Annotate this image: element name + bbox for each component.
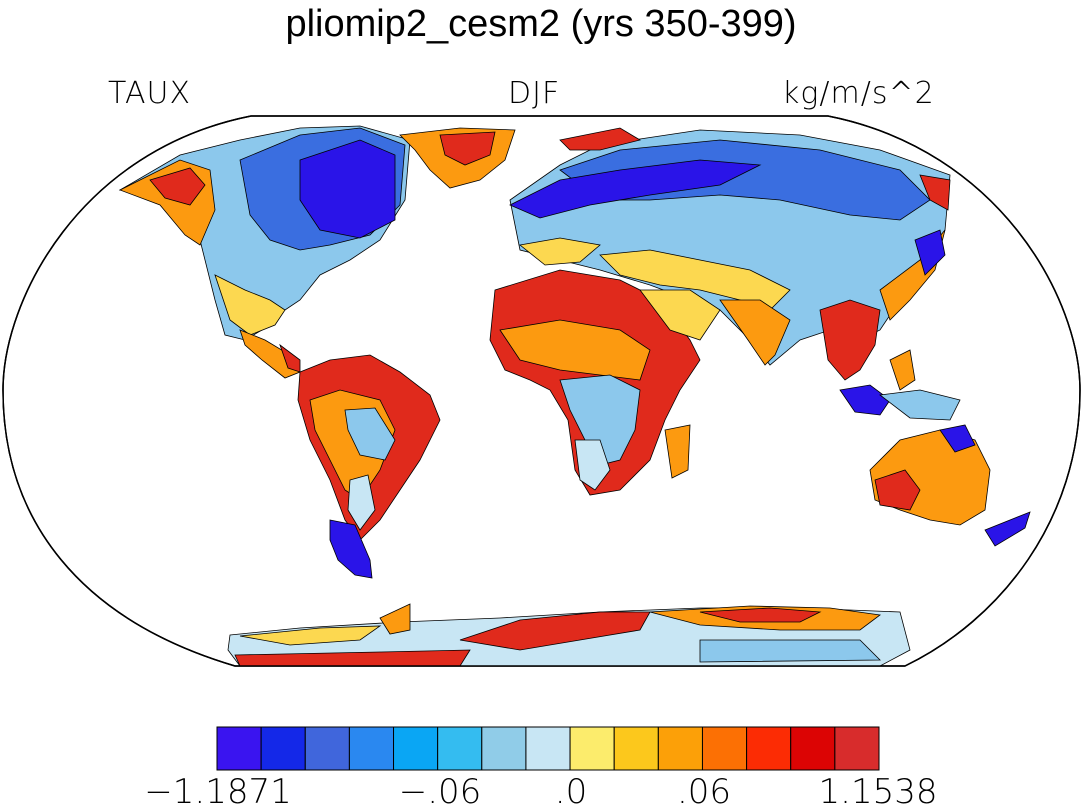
land-patch-weak-negative <box>699 639 881 663</box>
colorbar-label-min: −1.1871 <box>144 772 292 812</box>
colorbar-label-neg: −.06 <box>398 772 482 812</box>
land-patch-positive <box>239 329 301 379</box>
land-patch-strong-negative <box>984 511 1031 547</box>
land-patch-strong-positive <box>699 607 822 623</box>
land-patch-near-zero <box>347 474 376 531</box>
land-patch-positive <box>379 603 411 635</box>
land-patch-strong-negative <box>509 159 762 219</box>
land-patch-weak-positive <box>214 274 286 336</box>
land-patch-strong-negative <box>939 424 976 453</box>
land-patch-negative <box>559 139 931 221</box>
colorbar-swatch <box>613 726 659 771</box>
land-patch-positive <box>889 349 916 391</box>
land-patch-strong-positive <box>919 174 951 211</box>
colorbar-swatch <box>348 726 395 771</box>
land-patch-strong-positive <box>559 127 642 151</box>
australia-region <box>869 424 1031 547</box>
season-label: DJF <box>508 76 561 111</box>
north-america-region <box>118 125 411 379</box>
land-patch-positive <box>664 424 691 479</box>
plot-title: pliomip2_cesm2 (yrs 350-399) <box>285 3 797 45</box>
colorbar-swatch <box>701 726 748 771</box>
units-label: kg/m/s^2 <box>782 76 935 111</box>
colorbar-swatch <box>746 726 792 771</box>
land-patch-strong-negative <box>329 519 373 579</box>
variable-label: TAUX <box>108 76 192 111</box>
land-patch-strong-positive <box>459 611 651 651</box>
land-patch-weak-negative <box>344 407 396 461</box>
land-patch-positive <box>499 319 651 381</box>
land-patch-positive <box>719 299 791 366</box>
greenland-region <box>399 127 516 189</box>
colorbar-swatch <box>216 726 262 771</box>
eurasia-region <box>509 127 951 381</box>
antarctica-region <box>227 603 911 666</box>
land-patch-strong-positive <box>874 469 921 511</box>
land-patch-weak-negative <box>878 389 961 421</box>
land-patch-strong-negative <box>299 139 396 239</box>
land-patch-weak-positive <box>239 625 382 646</box>
land-patch-strong-negative <box>839 384 891 416</box>
land-patch-strong-negative <box>914 229 946 276</box>
south-america-region <box>297 354 441 579</box>
colorbar-swatch <box>304 726 350 771</box>
colorbar-swatch <box>393 726 439 771</box>
colorbar-label-max: 1.1538 <box>818 772 938 812</box>
colorbar-label-pos: .06 <box>676 772 732 812</box>
colorbar-swatch <box>525 726 571 771</box>
colorbar-swatch <box>790 726 836 771</box>
africa-region <box>489 269 721 496</box>
land-patch-strong-positive <box>439 131 496 166</box>
land-patch-strong-positive <box>149 167 206 206</box>
colorbar-swatch <box>260 726 306 771</box>
land-patch-strong-positive <box>234 649 471 666</box>
land-patch-strong-positive <box>819 299 881 381</box>
colorbar-swatch <box>569 726 615 771</box>
land-patch-weak-negative <box>559 374 641 466</box>
colorbar-swatch <box>481 726 527 771</box>
land-patch-weak-positive <box>639 289 721 341</box>
colorbar-swatch <box>834 726 880 771</box>
colorbar-swatch <box>437 726 483 771</box>
maritime-asia-region <box>839 349 961 421</box>
colorbar-swatch <box>657 726 703 771</box>
land-patch-weak-positive <box>519 237 601 266</box>
land-patch-near-zero <box>574 439 611 491</box>
colorbar-label-zero: .0 <box>554 772 588 812</box>
